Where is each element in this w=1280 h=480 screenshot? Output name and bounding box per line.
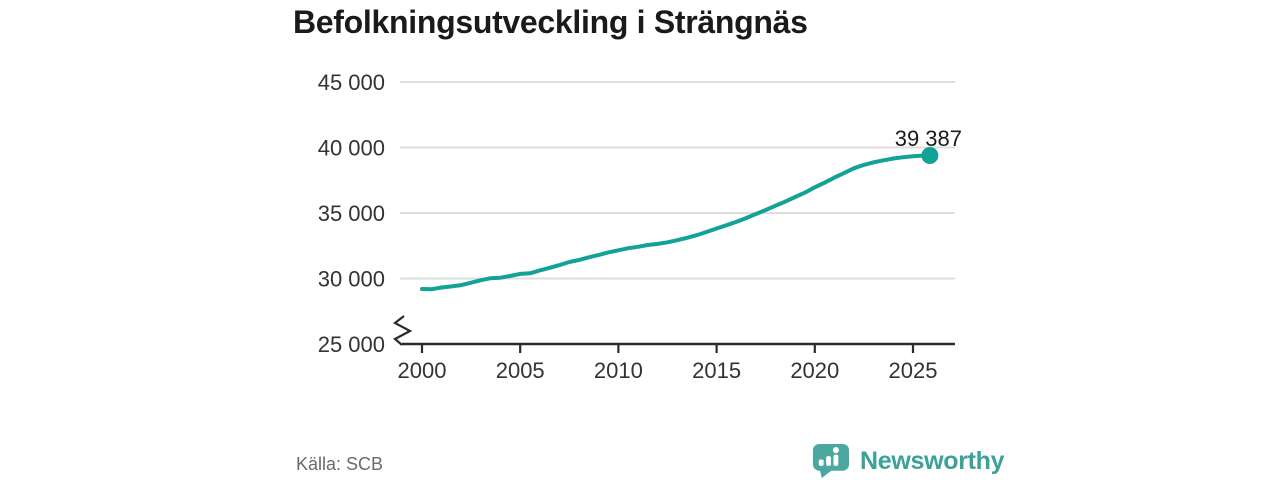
x-axis-label: 2000 xyxy=(398,358,447,383)
source-note: Källa: SCB xyxy=(296,454,384,474)
newsworthy-logo[interactable]: Newsworthy xyxy=(812,443,1005,479)
chart-title: Befolkningsutveckling i Strängnäs xyxy=(293,4,808,40)
y-axis-label: 35 000 xyxy=(318,201,385,226)
y-axis-label: 30 000 xyxy=(318,267,385,292)
x-axis-label: 2020 xyxy=(790,358,839,383)
end-value-label: 39 387 xyxy=(895,126,962,151)
population-line xyxy=(420,153,932,292)
y-axis-label: 40 000 xyxy=(318,136,385,161)
axis-break-symbol xyxy=(392,315,413,346)
end-point-marker xyxy=(921,147,939,165)
newsworthy-bar-chart-bubble-icon xyxy=(812,443,850,479)
y-axis-label: 25 000 xyxy=(318,332,385,357)
x-axis-label: 2005 xyxy=(496,358,545,383)
y-axis-label: 45 000 xyxy=(318,70,385,95)
newsworthy-wordmark: Newsworthy xyxy=(860,447,1005,475)
x-axis-label: 2025 xyxy=(889,358,938,383)
x-axis-label: 2015 xyxy=(692,358,741,383)
x-axis-label: 2010 xyxy=(594,358,643,383)
